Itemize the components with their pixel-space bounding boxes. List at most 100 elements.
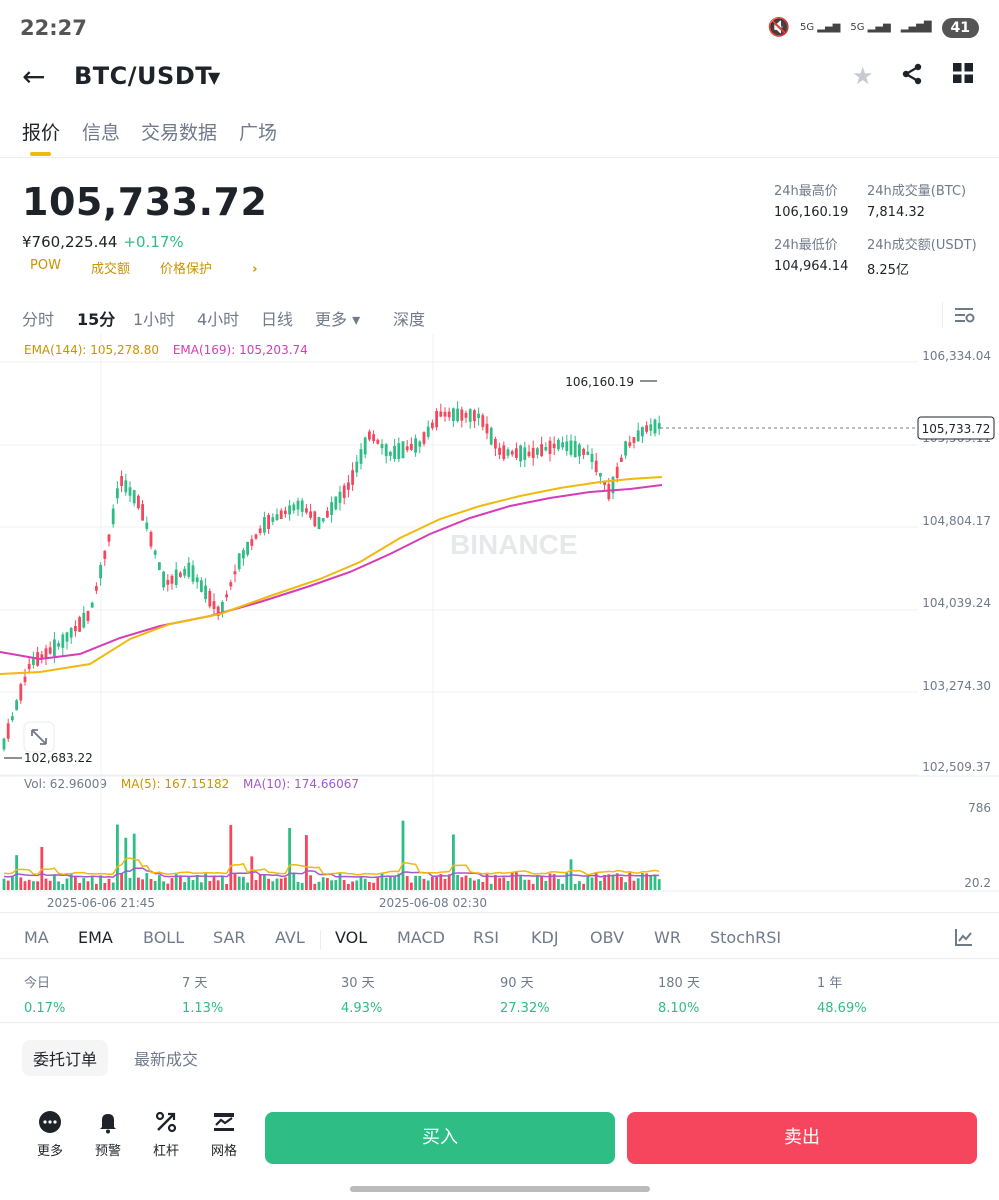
volume-bar xyxy=(107,878,111,890)
volume-bar xyxy=(11,875,14,890)
nav-more[interactable]: 更多 xyxy=(28,1110,72,1159)
interval-depth[interactable]: 深度 xyxy=(393,310,426,329)
volume-bar xyxy=(36,881,39,890)
candle-body xyxy=(292,504,296,511)
candle-body xyxy=(561,442,564,448)
volume-bar xyxy=(536,876,539,890)
volume-bar xyxy=(6,880,10,890)
interval-1d[interactable]: 日线 xyxy=(261,310,294,329)
sell-button[interactable]: 卖出 xyxy=(627,1112,977,1164)
volume-bar xyxy=(590,877,594,890)
candle-body xyxy=(208,590,212,607)
candle-body xyxy=(15,700,18,711)
volume-bar xyxy=(284,877,287,890)
volume-bar xyxy=(443,878,447,890)
volume-bar xyxy=(485,872,489,890)
tab-open-orders[interactable]: 委托订单 xyxy=(22,1040,109,1076)
grid-icon[interactable] xyxy=(952,62,974,90)
status-icons: 🔇 5G ▂▄▆ 5G ▂▄▆ ▂▄▆█ 41 xyxy=(768,17,979,38)
pair-title[interactable]: BTC/USDT xyxy=(74,62,213,90)
share-icon[interactable] xyxy=(900,62,924,92)
candle-body xyxy=(422,432,426,444)
candle-body xyxy=(65,632,69,642)
candle-body xyxy=(473,410,476,422)
volume-bar xyxy=(531,883,535,890)
nav-alert[interactable]: 预警 xyxy=(86,1110,130,1159)
volume-bar xyxy=(586,875,590,890)
tab-square[interactable]: 广场 xyxy=(239,122,278,144)
candle-body xyxy=(628,442,632,447)
candle-body xyxy=(578,444,581,457)
volume-bar xyxy=(330,880,333,890)
candle-body xyxy=(657,423,661,429)
volume-bar xyxy=(27,879,31,890)
ind-vol[interactable]: VOL xyxy=(335,928,368,947)
volume-bar xyxy=(372,882,375,890)
interval-tick[interactable]: 分时 xyxy=(22,310,55,329)
ind-rsi[interactable]: RSI xyxy=(473,928,499,947)
tab-quote[interactable]: 报价 xyxy=(22,122,61,144)
buy-button[interactable]: 买入 xyxy=(265,1112,615,1164)
x-tick: 2025-06-06 21:45 xyxy=(47,896,155,910)
candle-body xyxy=(296,500,300,510)
ind-ma[interactable]: MA xyxy=(24,928,49,947)
ind-avl[interactable]: AVL xyxy=(275,928,305,947)
interval-more[interactable]: 更多 ▾ xyxy=(315,310,361,329)
ind-obv[interactable]: OBV xyxy=(590,928,625,947)
candle-body xyxy=(305,508,308,513)
ind-sar[interactable]: SAR xyxy=(213,928,246,947)
nav-grid[interactable]: 网格 xyxy=(202,1110,246,1159)
ind-wr[interactable]: WR xyxy=(654,928,681,947)
volume-bar xyxy=(69,873,73,890)
caret-down-icon[interactable]: ▼ xyxy=(208,68,221,87)
volume-bar xyxy=(380,872,384,890)
candle-body xyxy=(179,572,182,577)
star-icon[interactable]: ★ xyxy=(852,62,874,90)
volume-bar xyxy=(82,878,86,890)
volume-bar xyxy=(208,881,212,890)
price-sub: ¥760,225.44 +0.17% xyxy=(22,233,184,251)
ind-boll[interactable]: BOLL xyxy=(143,928,185,947)
ind-stochrsi[interactable]: StochRSI xyxy=(710,928,782,947)
tag-turnover[interactable]: 成交额 xyxy=(90,262,130,277)
ind-macd[interactable]: MACD xyxy=(397,928,445,947)
candle-body xyxy=(48,647,52,654)
signal-bars-icon: ▂▄▆█ xyxy=(900,21,932,33)
volume-bar xyxy=(225,883,228,890)
candle-body xyxy=(225,594,228,598)
tag-pow[interactable]: POW xyxy=(30,258,61,273)
tab-trade-data[interactable]: 交易数据 xyxy=(141,122,218,144)
x-tick: 2025-06-08 02:30 xyxy=(379,896,487,910)
ind-ema[interactable]: EMA xyxy=(78,928,113,947)
home-indicator[interactable] xyxy=(350,1186,650,1192)
interval-1h[interactable]: 1小时 xyxy=(133,310,176,329)
candle-body xyxy=(275,514,279,521)
tag-price-protect[interactable]: 价格保护 › xyxy=(159,262,258,277)
volume-bar xyxy=(368,882,371,890)
interval-4h[interactable]: 4小时 xyxy=(197,310,240,329)
back-arrow-icon[interactable]: ← xyxy=(22,60,46,93)
candle-body xyxy=(443,411,447,417)
volume-bar xyxy=(544,880,548,890)
candle-body xyxy=(557,439,560,450)
tab-latest-trades[interactable]: 最新成交 xyxy=(134,1050,199,1069)
watermark: BINANCE xyxy=(450,529,578,560)
nav-margin[interactable]: 杠杆 xyxy=(144,1110,188,1159)
interval-15m[interactable]: 15分 xyxy=(77,310,116,329)
volume-bar xyxy=(636,878,640,890)
header: ← BTC/USDT ▼ ★ xyxy=(0,58,999,98)
candle-body xyxy=(166,579,170,585)
volume-bar xyxy=(510,872,514,890)
volume-bar xyxy=(565,872,569,890)
chart-settings-icon[interactable] xyxy=(955,306,975,328)
volume-bar xyxy=(464,875,468,890)
ema144-label: EMA(144): 105,278.80 xyxy=(24,343,159,357)
candle-body xyxy=(111,508,115,525)
indicator-settings-icon[interactable] xyxy=(955,928,973,950)
volume-bar xyxy=(149,878,153,890)
ind-kdj[interactable]: KDJ xyxy=(531,928,559,947)
ma5-label: MA(5): 167.15182 xyxy=(120,777,230,791)
tab-info[interactable]: 信息 xyxy=(82,122,121,144)
expand-icon[interactable] xyxy=(23,721,55,753)
candlestick-chart[interactable]: BINANCE 106,334.04 105,569.11 104,804.17… xyxy=(0,334,999,914)
